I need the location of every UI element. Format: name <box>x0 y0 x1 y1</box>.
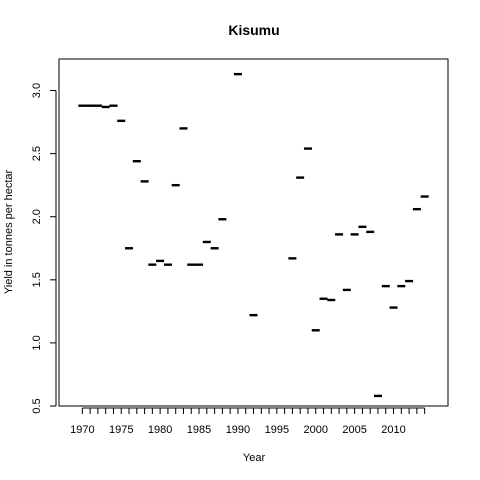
x-tick-label: 1980 <box>148 424 172 436</box>
x-tick-label: 1990 <box>226 424 250 436</box>
x-tick-label: 1970 <box>70 424 94 436</box>
x-axis: 1970 1975 1980 1985 1990 1995 2000 2005 2010 <box>70 407 426 436</box>
y-tick-label: 2.5 <box>31 146 43 161</box>
y-tick-label: 3.0 <box>31 83 43 98</box>
y-tick-label: 2.0 <box>31 209 43 224</box>
x-tick-label: 1985 <box>187 424 211 436</box>
x-tick-label: 1975 <box>109 424 133 436</box>
y-tick-label: 1.0 <box>31 335 43 350</box>
y-axis: 0.5 1.0 1.5 2.0 2.5 3.0 <box>31 83 57 414</box>
plot-frame <box>58 58 449 407</box>
x-tick-label: 2010 <box>381 424 405 436</box>
x-tick-label: 2000 <box>303 424 327 436</box>
y-tick-label: 1.5 <box>31 272 43 287</box>
chart-title: Kisumu <box>228 22 279 38</box>
x-tick-label: 1995 <box>265 424 289 436</box>
y-axis-label: Yield in tonnes per hectar <box>3 169 15 294</box>
x-tick-label: 2005 <box>342 424 366 436</box>
x-axis-label: Year <box>243 452 266 464</box>
y-tick-label: 0.5 <box>31 398 43 413</box>
data-points <box>78 72 429 398</box>
